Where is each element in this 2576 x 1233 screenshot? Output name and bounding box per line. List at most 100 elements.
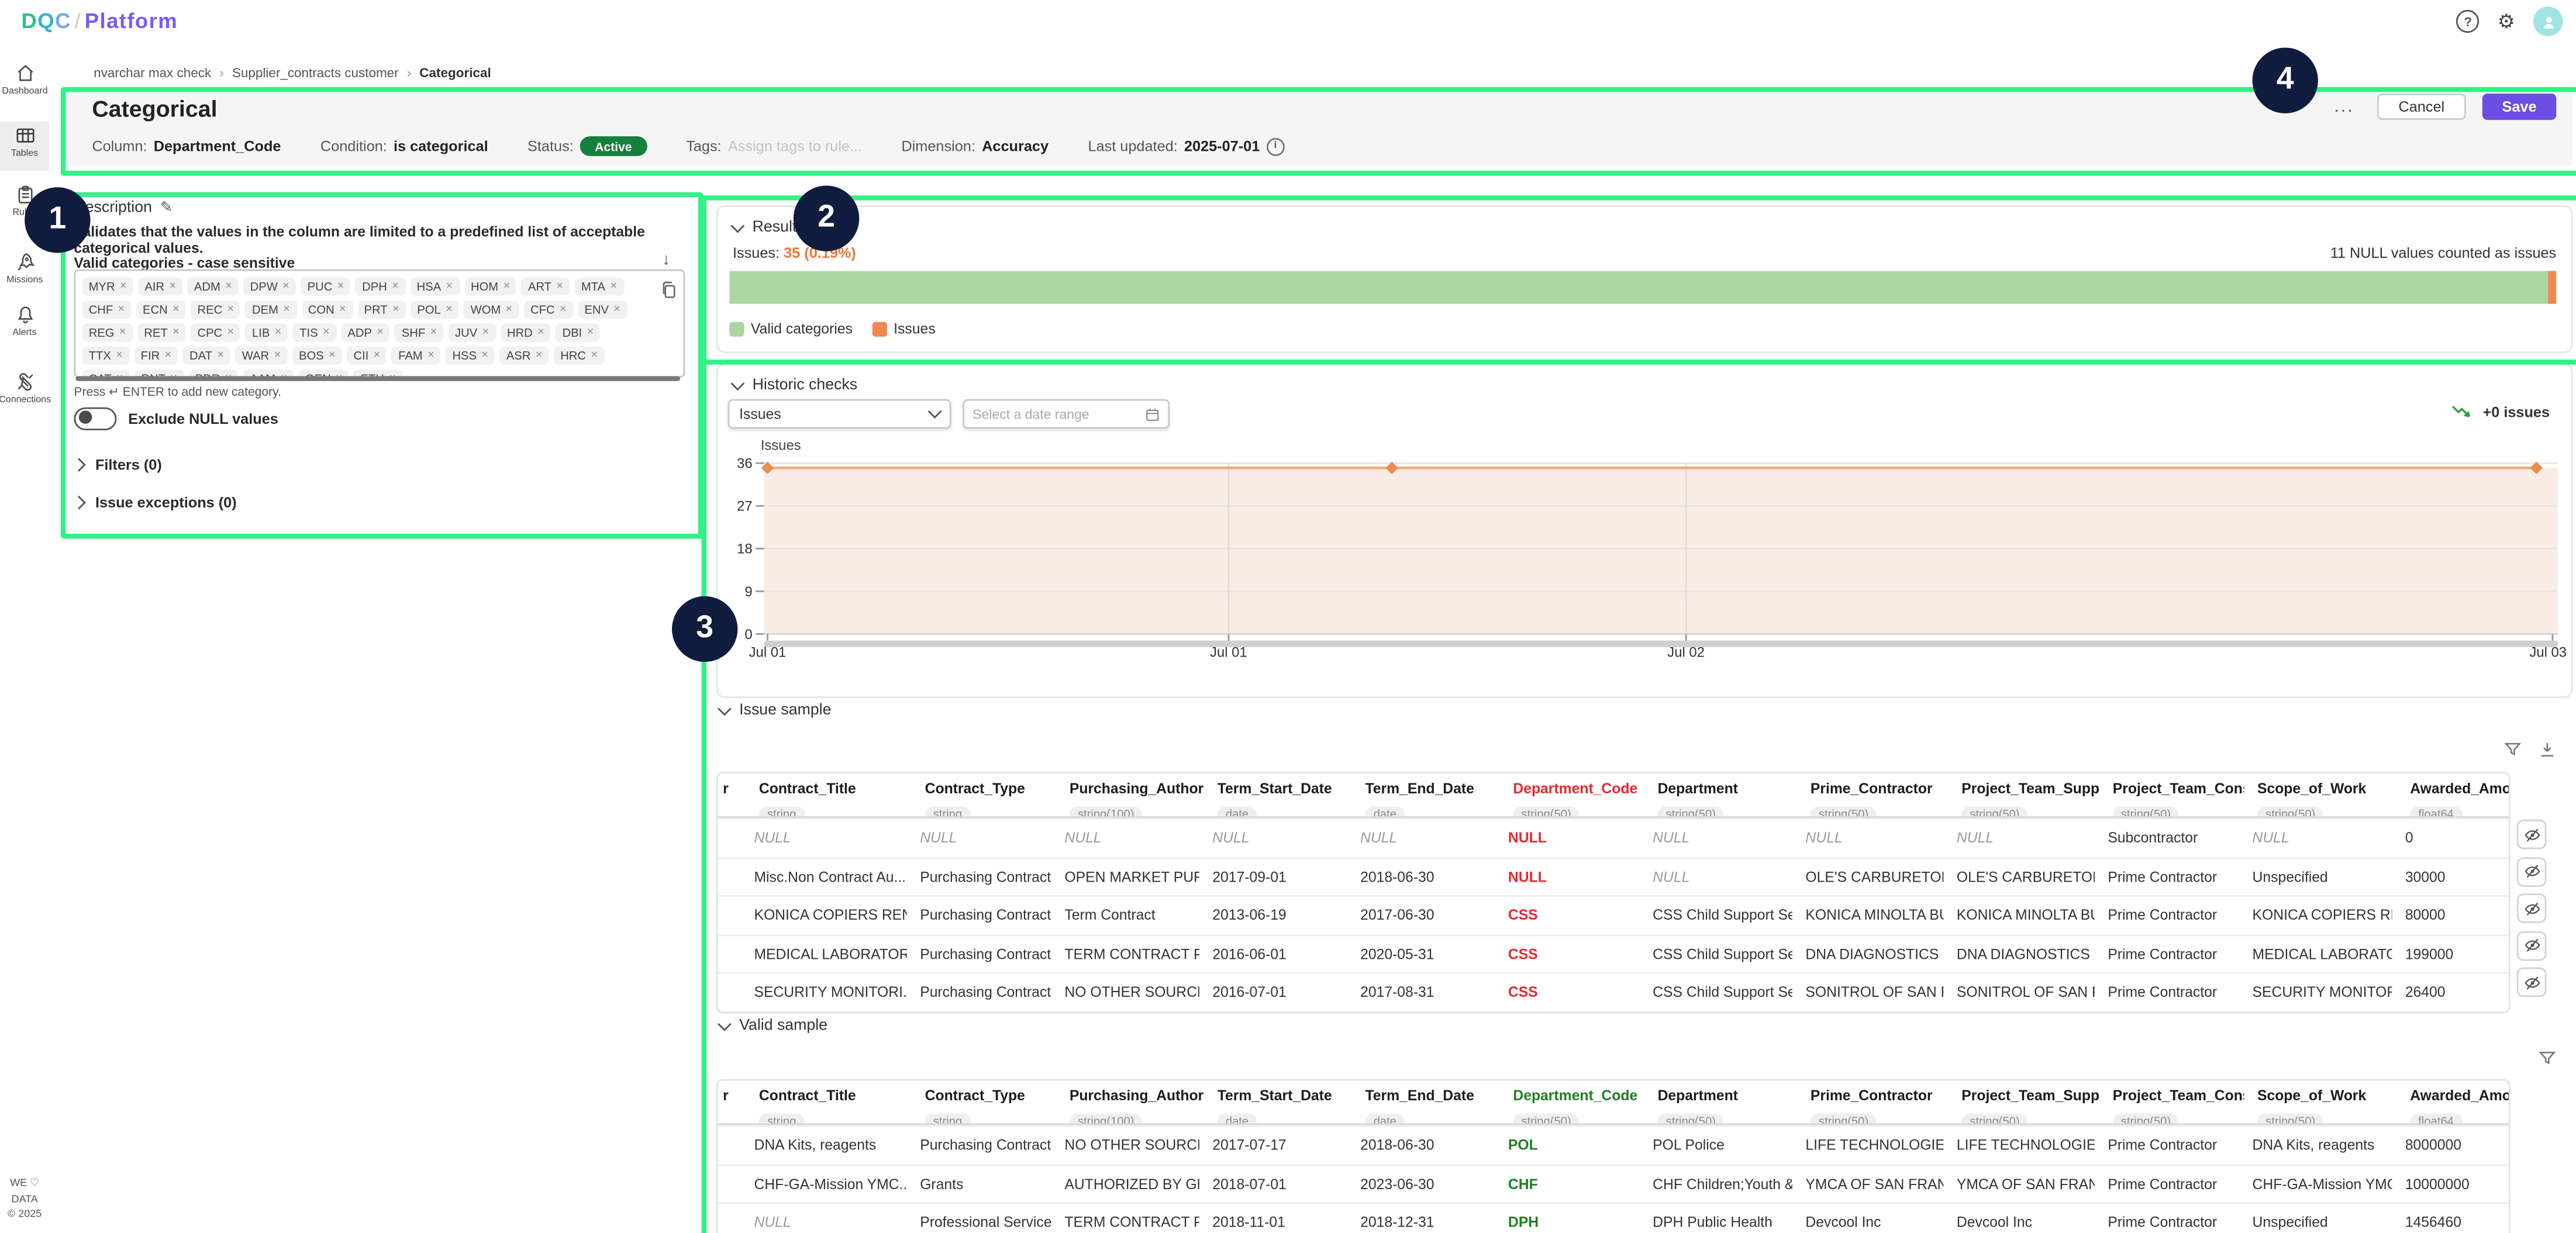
category-chip[interactable]: CPC × (191, 323, 241, 342)
category-chip[interactable]: LIB × (245, 323, 288, 342)
category-chip[interactable]: MTA × (574, 277, 624, 296)
remove-category-icon[interactable]: × (373, 350, 381, 362)
copy-icon[interactable] (660, 279, 677, 309)
exclude-row-button[interactable] (2516, 856, 2547, 886)
breadcrumb-item[interactable]: Categorical (419, 65, 491, 81)
category-chip[interactable]: TTX × (82, 346, 130, 365)
column-header-prime_contractor[interactable]: Prime_Contractor string(50) (1797, 773, 1948, 817)
category-chip[interactable]: ART × (521, 277, 570, 296)
help-icon[interactable]: ? (2456, 9, 2480, 33)
sidebar-item-connections[interactable]: Connections (0, 371, 51, 406)
category-chip[interactable]: SHF × (395, 323, 444, 342)
category-chip[interactable]: DEM × (245, 301, 297, 319)
category-chip[interactable]: RET × (137, 323, 186, 342)
remove-category-icon[interactable]: × (610, 281, 617, 293)
breadcrumb-item[interactable]: Supplier_contracts customer (232, 65, 399, 81)
valid-filter-icon[interactable] (2538, 1047, 2556, 1076)
remove-category-icon[interactable]: × (560, 303, 567, 316)
category-chip[interactable]: CHF × (82, 301, 132, 319)
column-header-project_team_supplier[interactable]: Project_Team_Supplier string(50) (1949, 1081, 2099, 1124)
remove-category-icon[interactable]: × (537, 327, 544, 339)
category-chip[interactable]: WAR × (235, 346, 288, 365)
category-chip[interactable]: WOM × (464, 301, 519, 319)
category-chip[interactable]: HRC × (553, 346, 605, 365)
category-chip[interactable]: DAT × (182, 346, 231, 365)
categories-scrollbar[interactable] (75, 376, 681, 381)
category-chip[interactable]: MYR × (82, 277, 133, 296)
exclude-row-button[interactable] (2516, 930, 2547, 961)
column-header-project_team_consti-[interactable]: Project_Team_Consti... string(50) (2099, 1081, 2244, 1124)
column-header-department_code[interactable]: Department_Code string(50) (1500, 1081, 1644, 1124)
sidebar-item-alerts[interactable]: Alerts (0, 304, 49, 339)
category-chip[interactable]: ASR × (499, 346, 549, 365)
remove-category-icon[interactable]: × (329, 350, 336, 362)
remove-category-icon[interactable]: × (446, 303, 453, 316)
column-header-contract_type[interactable]: Contract_Type string (912, 1081, 1056, 1124)
remove-category-icon[interactable]: × (613, 303, 620, 316)
category-chip[interactable]: RNT × (135, 369, 184, 377)
remove-category-icon[interactable]: × (280, 373, 287, 377)
category-chip[interactable]: CON × (301, 301, 353, 319)
remove-category-icon[interactable]: × (116, 373, 123, 377)
remove-category-icon[interactable]: × (591, 350, 598, 362)
remove-category-icon[interactable]: × (503, 281, 511, 293)
exclude-row-button[interactable] (2516, 819, 2547, 849)
category-chip[interactable]: DBI × (556, 323, 601, 342)
settings-gear-icon[interactable]: ⚙ (2497, 9, 2516, 33)
collapse-arrow-icon[interactable]: ↓ (662, 251, 671, 270)
column-header-term_end_date[interactable]: Term_End_Date date (1352, 773, 1500, 817)
category-chip[interactable]: DPH × (355, 277, 405, 296)
column-header-department[interactable]: Department string(50) (1644, 1081, 1797, 1124)
remove-category-icon[interactable]: × (482, 327, 489, 339)
remove-category-icon[interactable]: × (225, 373, 232, 377)
category-chip[interactable]: GEN × (298, 369, 349, 377)
column-header-prime_contractor[interactable]: Prime_Contractor string(50) (1797, 1081, 1948, 1124)
user-avatar[interactable] (2533, 6, 2563, 36)
remove-category-icon[interactable]: × (392, 303, 399, 316)
more-menu-button[interactable]: ... (2334, 96, 2354, 117)
metric-select[interactable]: Issues (727, 399, 951, 429)
remove-category-icon[interactable]: × (430, 327, 437, 339)
category-chip[interactable]: BOS × (292, 346, 342, 365)
info-icon[interactable]: i (1266, 137, 1285, 156)
column-header-contract_title[interactable]: Contract_Title string (746, 773, 912, 817)
remove-category-icon[interactable]: × (170, 373, 177, 377)
remove-category-icon[interactable]: × (505, 303, 513, 316)
category-chip[interactable]: HOM × (464, 277, 517, 296)
column-header-contract_type[interactable]: Contract_Type string (912, 773, 1056, 817)
category-chip[interactable]: AAM × (243, 369, 294, 377)
remove-category-icon[interactable]: × (173, 303, 180, 316)
remove-category-icon[interactable]: × (282, 281, 289, 293)
edit-pencil-icon[interactable]: ✎ (160, 198, 173, 216)
remove-category-icon[interactable]: × (392, 281, 399, 293)
remove-category-icon[interactable]: × (446, 281, 453, 293)
category-chip[interactable]: CFC × (523, 301, 573, 319)
category-chip[interactable]: FAM × (391, 346, 441, 365)
result-section-header[interactable]: Result (730, 218, 796, 237)
remove-category-icon[interactable]: × (274, 350, 281, 362)
column-header-scope_of_work[interactable]: Scope_of_Work string(50) (2244, 1081, 2397, 1124)
remove-category-icon[interactable]: × (336, 373, 343, 377)
save-button[interactable]: Save (2482, 94, 2557, 120)
column-header-term_start_date[interactable]: Term_Start_Date date (1204, 1081, 1352, 1124)
sidebar-item-rules[interactable]: Rules (0, 184, 49, 219)
column-header-scope_of_work[interactable]: Scope_of_Work string(50) (2244, 773, 2397, 817)
column-header-term_start_date[interactable]: Term_Start_Date date (1204, 773, 1352, 817)
category-chip[interactable]: ETH × (354, 369, 403, 377)
valid-sample-header[interactable]: Valid sample (717, 1016, 827, 1035)
issue-download-icon[interactable] (2538, 737, 2556, 767)
category-chip[interactable]: JUV × (448, 323, 496, 342)
category-chip[interactable]: PRT × (357, 301, 406, 319)
column-header-awarded_amount[interactable]: Awarded_Amount float64 (2397, 773, 2509, 817)
category-chip[interactable]: POL × (411, 301, 459, 319)
category-chip[interactable]: AIR × (138, 277, 183, 296)
category-chip[interactable]: ADM × (187, 277, 239, 296)
sidebar-item-missions[interactable]: Missions (0, 251, 49, 286)
cancel-button[interactable]: Cancel (2377, 94, 2466, 120)
category-chip[interactable]: CII × (347, 346, 387, 365)
categories-input[interactable]: MYR × AIR × ADM × DPW × PUC × DPH × HSA × HOM × ART × MTA ×… (74, 269, 685, 378)
remove-category-icon[interactable]: × (283, 303, 290, 316)
remove-category-icon[interactable]: × (535, 350, 543, 362)
remove-category-icon[interactable]: × (164, 350, 172, 362)
column-header-term_end_date[interactable]: Term_End_Date date (1352, 1081, 1500, 1124)
